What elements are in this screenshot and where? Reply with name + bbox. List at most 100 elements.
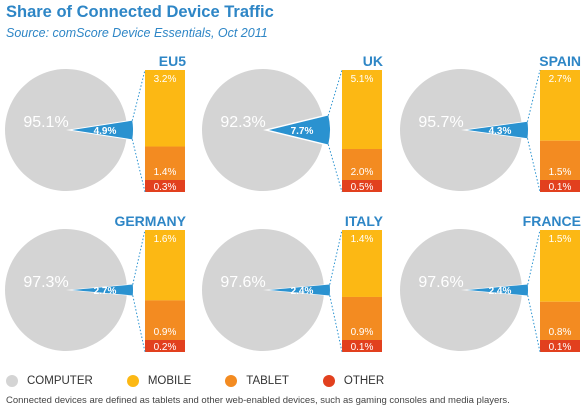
legend-item-mobile: MOBILE: [126, 375, 192, 387]
bar-segment-other: [540, 340, 580, 352]
panel-title: SPAIN: [539, 53, 581, 69]
legend: COMPUTER MOBILE TABLET OTHER: [6, 372, 581, 390]
bar-segment-tablet: [540, 140, 580, 180]
connector-line-bottom: [132, 295, 146, 353]
data-label-tablet: 1.4%: [154, 167, 177, 178]
bar-segment-other: [342, 340, 382, 352]
pie-slice-computer: [399, 68, 522, 191]
pie-slice-connected: [72, 120, 134, 140]
connector-line-top: [327, 69, 343, 116]
data-label-computer: 97.6%: [418, 274, 463, 291]
data-label-tablet: 0.9%: [351, 327, 374, 338]
panel-uk: UK 92.3% 7.7% 5.1% 2.0% 0.5%: [202, 53, 383, 193]
bar-segment-other: [540, 180, 580, 192]
bar-segment-tablet: [145, 146, 185, 180]
data-label-computer: 95.1%: [23, 114, 68, 131]
legend-label-tablet: TABLET: [246, 375, 289, 387]
panel-italy: ITALY 97.6% 2.4% 1.4% 0.9% 0.1%: [201, 213, 384, 353]
data-label-connected: 2.7%: [94, 286, 117, 297]
pie-slice-connected: [269, 284, 330, 296]
legend-label-mobile: MOBILE: [147, 375, 192, 387]
legend-swatch-mobile: [126, 375, 139, 387]
bar-segment-tablet: [342, 296, 382, 340]
connector-line-top: [329, 229, 343, 285]
bar-segment-mobile: [540, 230, 580, 302]
legend-swatch-tablet: [225, 375, 238, 387]
data-label-connected: 2.4%: [489, 286, 512, 297]
data-label-computer: 97.3%: [23, 274, 68, 291]
data-label-connected: 7.7%: [291, 126, 314, 137]
panel-eu5: EU5 95.1% 4.9% 3.2% 1.4% 0.3%: [5, 53, 186, 193]
pie-slice-computer: [4, 228, 127, 351]
data-label-connected: 4.9%: [94, 126, 117, 137]
chart-subtitle: Source: comScore Device Essentials, Oct …: [6, 26, 268, 40]
legend-item-computer: COMPUTER: [6, 375, 93, 387]
data-label-other: 0.1%: [549, 342, 572, 353]
data-label-other: 0.1%: [351, 342, 374, 353]
data-label-other: 0.3%: [154, 182, 177, 193]
pie-slice-connected: [269, 115, 331, 145]
connector-line-top: [526, 69, 541, 122]
bar-segment-other: [145, 340, 185, 352]
panel-title: UK: [363, 53, 383, 69]
charts-area: EU5 95.1% 4.9% 3.2% 1.4% 0.3% UK 92.3% 7.7% 5.1% 2…: [4, 53, 581, 353]
pie-slice-connected: [467, 284, 528, 296]
bar-segment-mobile: [145, 70, 185, 147]
data-label-connected: 2.4%: [291, 286, 314, 297]
data-label-other: 0.5%: [351, 182, 374, 193]
data-label-mobile: 5.1%: [351, 74, 374, 85]
legend-label-computer: COMPUTER: [27, 375, 93, 387]
legend-label-other: OTHER: [343, 375, 385, 387]
legend-item-other: OTHER: [322, 375, 385, 387]
bar-segment-other: [145, 180, 185, 192]
connector-line-top: [131, 69, 146, 121]
pie-slice-computer: [202, 68, 323, 191]
data-label-tablet: 0.8%: [549, 327, 572, 338]
pie-slice-connected: [72, 284, 133, 296]
data-label-other: 0.2%: [154, 342, 177, 353]
pie-slice-computer: [399, 228, 522, 351]
connector-line-top: [527, 229, 541, 285]
data-label-tablet: 2.0%: [351, 167, 374, 178]
pie-slice-computer: [201, 228, 324, 351]
pie-slice-connected: [467, 121, 528, 139]
data-label-tablet: 0.9%: [154, 327, 177, 338]
data-label-other: 0.1%: [549, 182, 572, 193]
panel-title: ITALY: [345, 213, 384, 229]
data-label-mobile: 2.7%: [549, 74, 572, 85]
panel-title: GERMANY: [114, 213, 186, 229]
connector-line-bottom: [327, 144, 343, 193]
connector-line-bottom: [527, 295, 541, 353]
data-label-connected: 4.3%: [489, 126, 512, 137]
connector-line-bottom: [526, 138, 541, 193]
panel-title: EU5: [159, 53, 186, 69]
data-label-computer: 92.3%: [220, 114, 265, 131]
data-label-mobile: 1.4%: [351, 234, 374, 245]
data-label-computer: 97.6%: [220, 274, 265, 291]
connector-line-bottom: [329, 295, 343, 353]
panel-spain: SPAIN 95.7% 4.3% 2.7% 1.5% 0.1%: [399, 53, 581, 193]
bar-segment-mobile: [540, 70, 580, 141]
footnote: Connected devices are defined as tablets…: [6, 395, 510, 406]
bar-segment-tablet: [145, 300, 185, 340]
bar-segment-other: [342, 180, 382, 192]
chart-title: Share of Connected Device Traffic: [6, 3, 274, 21]
legend-swatch-computer: [6, 375, 18, 387]
data-label-mobile: 1.5%: [549, 234, 572, 245]
legend-item-tablet: TABLET: [225, 375, 289, 387]
panel-france: FRANCE 97.6% 2.4% 1.5% 0.8% 0.1%: [399, 213, 581, 353]
bar-segment-mobile: [342, 230, 382, 297]
data-label-tablet: 1.5%: [549, 167, 572, 178]
legend-swatch-other: [322, 375, 335, 387]
panel-germany: GERMANY 97.3% 2.7% 1.6% 0.9% 0.2%: [4, 213, 187, 353]
pie-slice-computer: [5, 68, 127, 191]
connector-line-top: [132, 229, 146, 285]
data-label-computer: 95.7%: [418, 114, 463, 131]
data-label-mobile: 3.2%: [154, 74, 177, 85]
bar-segment-mobile: [145, 230, 185, 301]
connector-line-bottom: [131, 139, 146, 193]
bar-segment-tablet: [342, 149, 382, 180]
panel-title: FRANCE: [523, 213, 581, 229]
data-label-mobile: 1.6%: [154, 234, 177, 245]
bar-segment-mobile: [342, 70, 382, 150]
